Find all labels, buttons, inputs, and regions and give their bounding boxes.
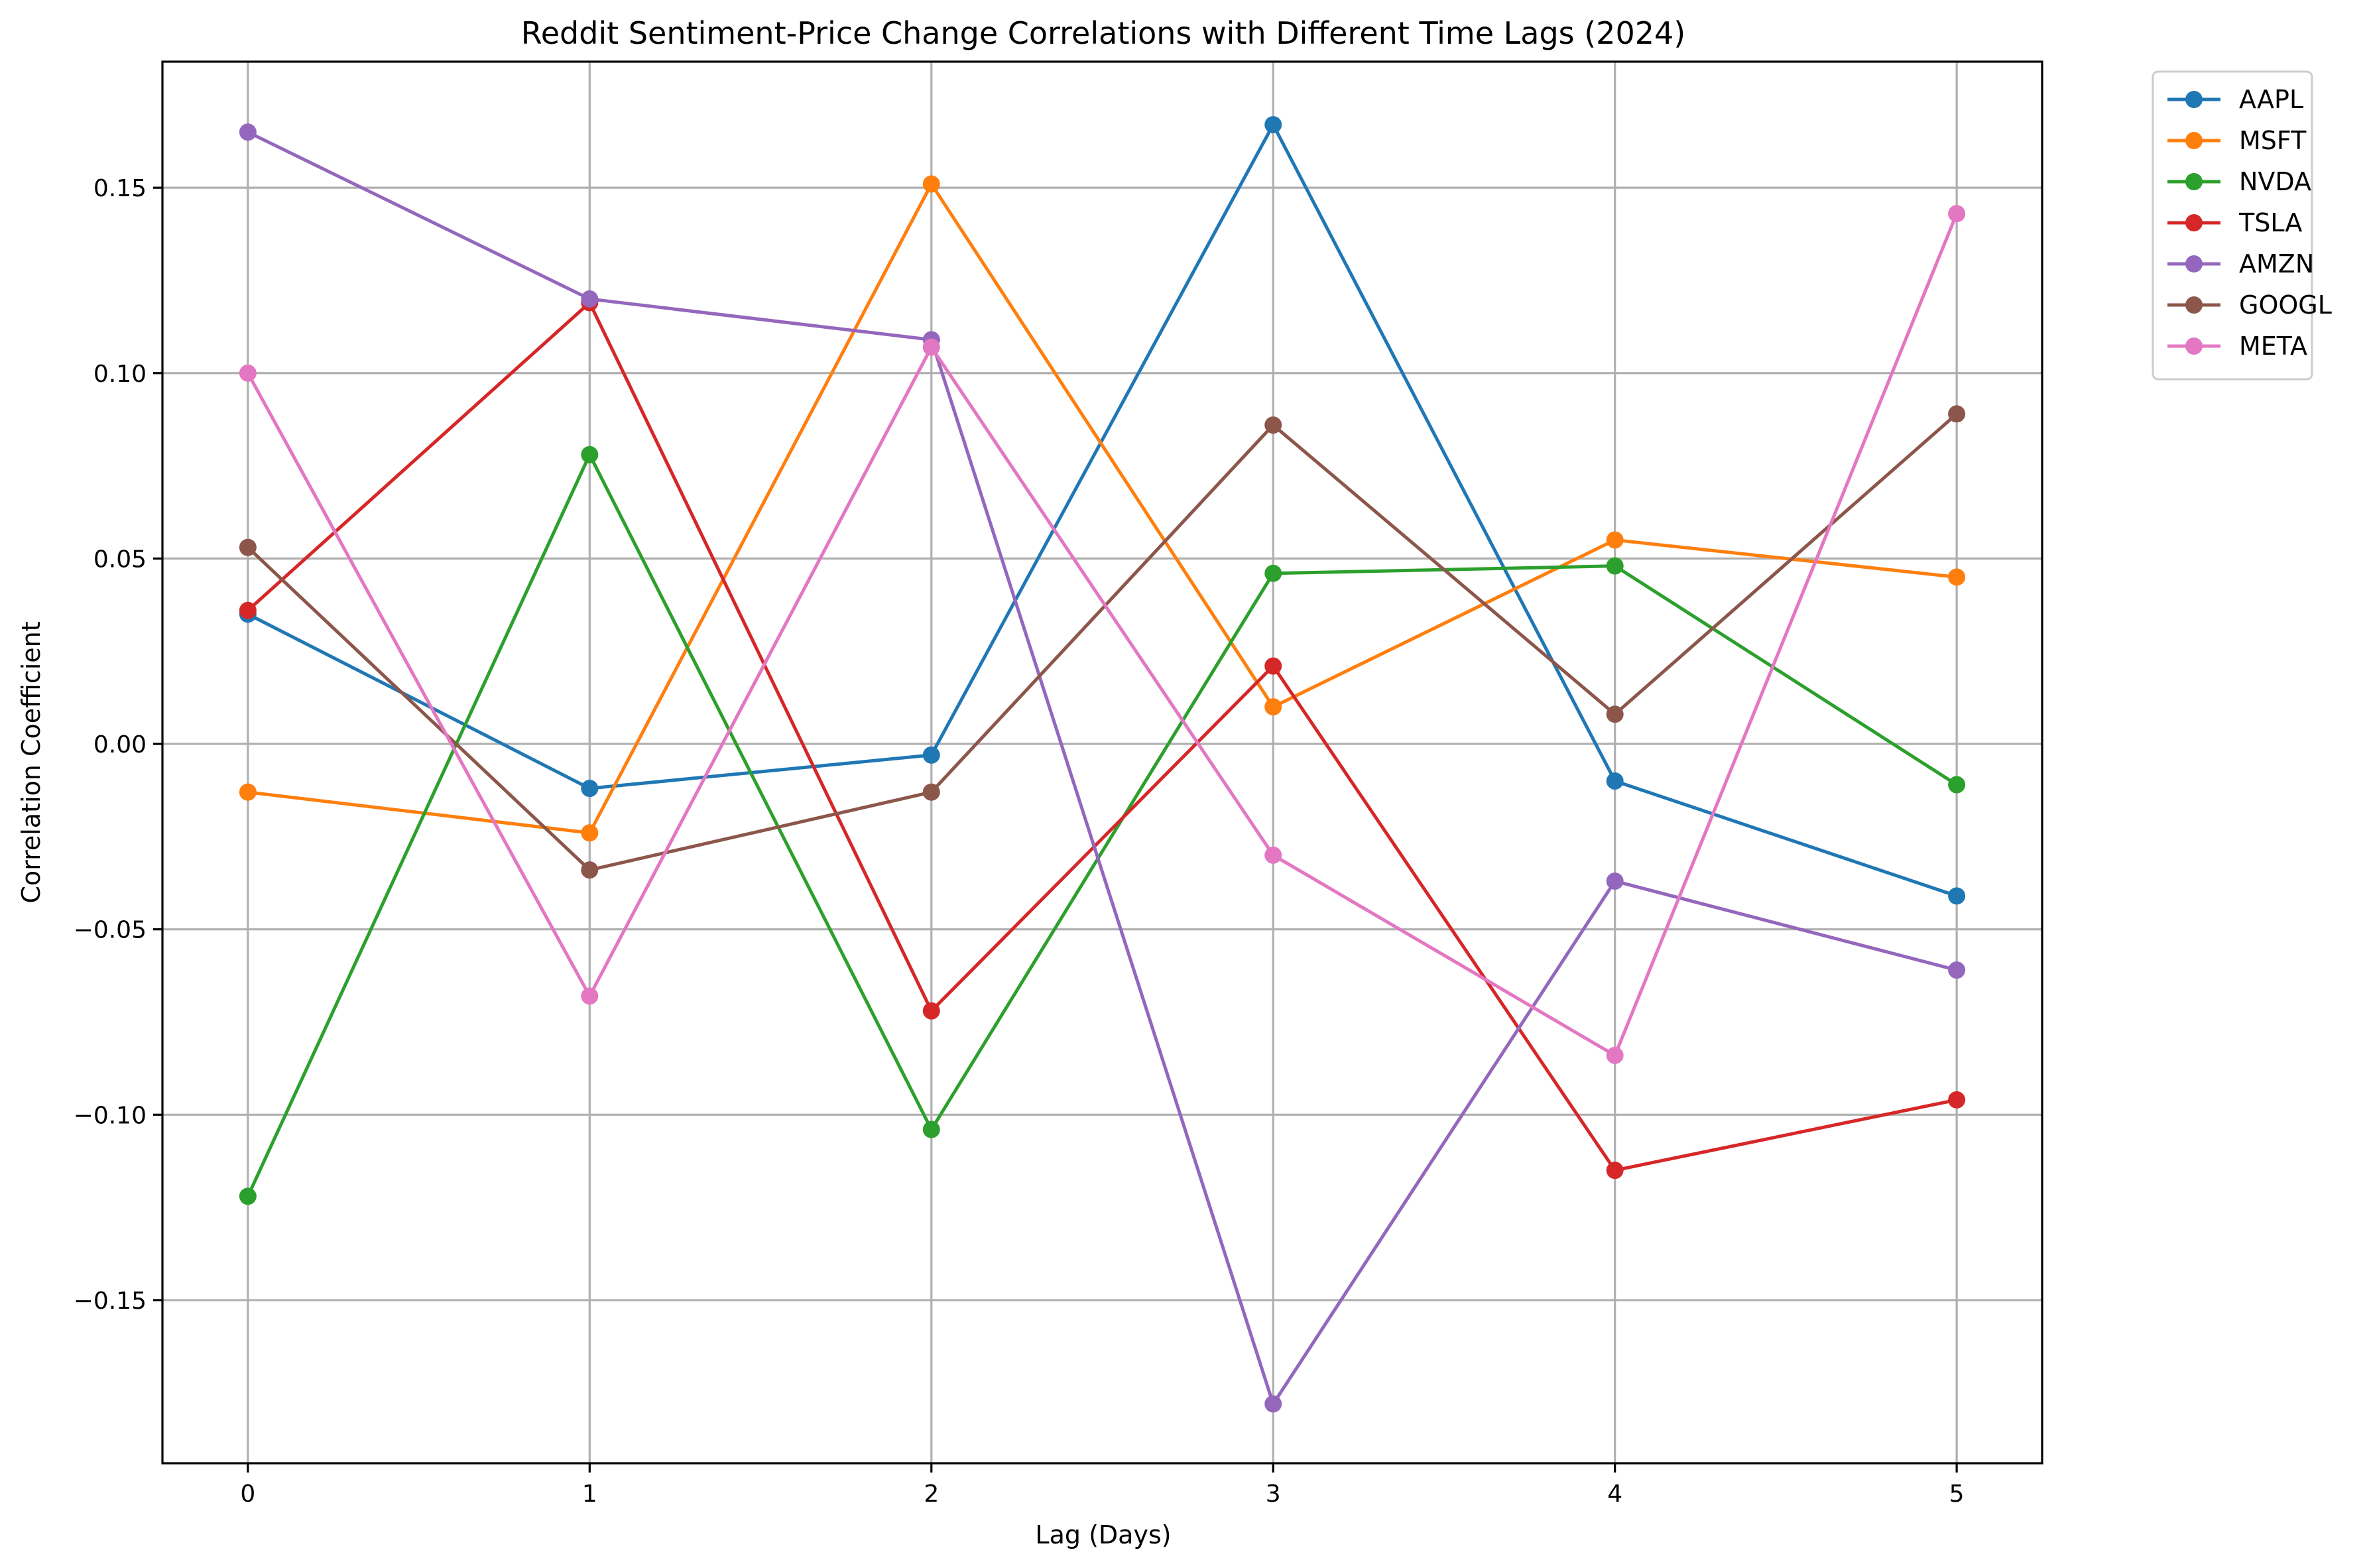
series-line-googl [247, 412, 1958, 872]
series-line-tsla [247, 301, 1957, 1172]
x-tick-label: 4 [1607, 1480, 1622, 1508]
data-point-tsla [239, 601, 257, 619]
legend-item-tsla: TSLA [2167, 208, 2302, 237]
data-point-amzn [1606, 872, 1624, 890]
data-point-aapl [922, 746, 940, 764]
data-point-googl [1264, 416, 1282, 434]
data-point-aapl [1948, 887, 1966, 905]
data-point-amzn [239, 123, 257, 141]
legend-item-amzn: AMZN [2167, 249, 2314, 278]
data-point-aapl [581, 780, 599, 798]
data-point-nvda [1606, 557, 1624, 575]
data-point-tsla [922, 1002, 940, 1020]
x-tick-label: 2 [924, 1480, 939, 1508]
series-line-aapl [247, 123, 1957, 898]
data-point-tsla [1264, 657, 1282, 675]
series-line-msft [247, 182, 1957, 835]
legend-marker [2185, 296, 2203, 314]
legend-label: NVDA [2239, 167, 2311, 196]
series-nvda [239, 446, 1966, 1205]
x-tick-label: 3 [1266, 1480, 1281, 1508]
legend-label: MSFT [2239, 126, 2307, 155]
data-point-tsla [1606, 1162, 1624, 1179]
data-point-amzn [1948, 961, 1966, 979]
data-point-googl [1948, 405, 1966, 423]
legend-item-msft: MSFT [2167, 126, 2307, 155]
legend-marker [2185, 132, 2203, 149]
data-point-meta [1606, 1046, 1624, 1064]
series-amzn [239, 123, 1966, 1413]
legend-marker [2185, 91, 2203, 108]
data-point-nvda [581, 446, 599, 463]
legend-label: AMZN [2239, 249, 2314, 278]
data-point-msft [1948, 568, 1966, 586]
y-tick-label: 0.00 [93, 731, 147, 758]
data-point-googl [922, 783, 940, 801]
data-point-googl [1606, 705, 1624, 723]
series-aapl [239, 116, 1966, 905]
x-tick-label: 5 [1949, 1480, 1965, 1508]
data-point-nvda [1948, 776, 1966, 794]
x-tick-label: 0 [240, 1480, 255, 1508]
y-tick-label: 0.10 [93, 361, 147, 388]
x-axis-label: Lag (Days) [1035, 1520, 1171, 1549]
legend-item-aapl: AAPL [2167, 85, 2303, 114]
legend-label: TSLA [2238, 208, 2302, 237]
data-point-aapl [1264, 116, 1282, 134]
x-tick-label: 1 [582, 1480, 597, 1508]
chart-title: Reddit Sentiment-Price Change Correlatio… [521, 15, 1685, 51]
legend-marker [2185, 173, 2203, 190]
legend-marker [2185, 255, 2203, 272]
legend-label: META [2239, 332, 2307, 361]
plot-area-frame [161, 60, 2043, 1465]
y-tick-label: 0.15 [93, 175, 147, 202]
series-line-nvda [246, 453, 1958, 1197]
y-tick-label: −0.05 [74, 917, 147, 944]
legend-item-meta: META [2167, 332, 2307, 361]
data-point-nvda [922, 1120, 940, 1138]
data-point-meta [1948, 205, 1966, 223]
data-point-nvda [239, 1187, 257, 1205]
data-point-msft [1264, 698, 1282, 716]
data-point-meta [1264, 846, 1282, 864]
data-point-amzn [1264, 1395, 1282, 1413]
legend-item-nvda: NVDA [2167, 167, 2311, 196]
legend-label: GOOGL [2239, 290, 2332, 320]
legend-marker [2185, 337, 2203, 355]
data-series [239, 116, 1966, 1413]
series-meta [239, 205, 1966, 1064]
series-line-amzn [247, 131, 1957, 1406]
y-tick-label: −0.15 [74, 1288, 147, 1315]
legend-item-googl: GOOGL [2167, 290, 2332, 320]
data-point-googl [239, 538, 257, 556]
legend-marker [2185, 214, 2203, 231]
data-point-tsla [1948, 1091, 1966, 1109]
data-point-msft [1606, 531, 1624, 549]
data-point-nvda [1264, 564, 1282, 582]
legend: AAPL MSFT NVDA TSLA AMZN GOOGL META [2152, 70, 2332, 381]
series-msft [239, 175, 1966, 842]
data-point-meta [922, 338, 940, 356]
legend-label: AAPL [2239, 85, 2303, 114]
data-point-amzn [581, 290, 599, 308]
axis-ticks: 0 1 2 3 4 5 −0.15 −0.10 −0.05 0.00 0.05 0.10 0.15 [74, 175, 1965, 1508]
data-point-aapl [1606, 772, 1624, 790]
y-axis-label: Correlation Coefficient [17, 621, 46, 903]
data-point-msft [239, 783, 257, 801]
series-line-meta [246, 213, 1959, 1057]
data-point-meta [581, 987, 599, 1005]
data-point-msft [922, 175, 940, 193]
grid [162, 62, 2042, 1463]
y-tick-label: −0.10 [74, 1102, 147, 1129]
data-point-msft [581, 824, 599, 842]
y-tick-label: 0.05 [93, 546, 147, 573]
data-point-meta [239, 364, 257, 382]
data-point-googl [581, 861, 599, 879]
series-googl [239, 405, 1966, 879]
